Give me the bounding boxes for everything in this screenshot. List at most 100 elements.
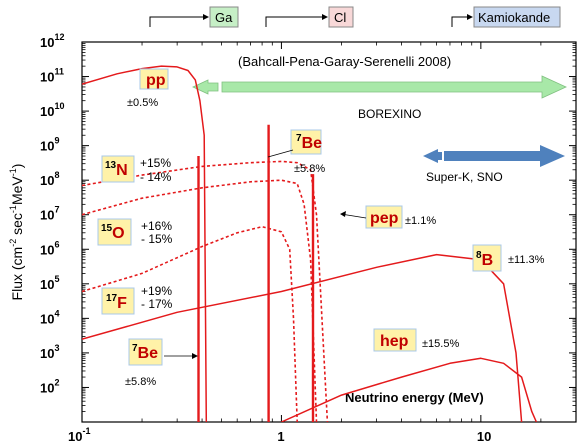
label-be7-low-box [128,338,163,366]
detector-cl-box [328,6,354,28]
y-tick-base: 10 [40,173,54,188]
series-line [82,65,208,422]
superk-arrow-right [444,145,565,167]
label-be7-low: 7Be ±5.8% [125,338,198,388]
y-tick-exp: 2 [54,377,59,387]
series-line [281,357,538,422]
y-tick-label: 104 [40,308,59,326]
label-o15-uncert-down: - 15% [141,232,173,246]
label-f17-text: 17F [106,293,127,312]
label-be7-line-box [290,129,322,155]
label-b8: 8B ±11.3% [472,244,545,272]
y-tick-label: 105 [40,274,59,292]
arrowhead [203,14,209,20]
y-tick-label: 102 [40,377,59,395]
y-tick-exp: 8 [54,170,59,180]
x-axis-label: Neutrino energy (MeV) [345,390,484,405]
y-tick-base: 10 [40,346,54,361]
y-tick-exp: 7 [54,205,59,215]
y-tick-exp: 10 [54,101,64,111]
label-n13-name: N [116,162,128,179]
label-n13-text: 13N [105,160,128,179]
x-tick-base: 1 [277,429,284,444]
borexino-arrow: BOREXINO [192,75,567,121]
y-tick-base: 10 [40,311,54,326]
y-tick-exp: 3 [54,343,59,353]
label-pep-box [365,205,403,229]
y-tick-label: 107 [40,205,59,223]
y-tick-base: 10 [40,70,54,85]
label-be7-low-uncert: ±5.8% [125,376,156,388]
x-tick-exp: -1 [82,426,90,436]
y-tick-label: 1010 [40,101,64,119]
y-tick-exp: 12 [54,32,64,42]
series-line [82,253,523,422]
label-hep: hep ±15.5% [373,328,459,352]
label-f17-uncert-down: - 17% [141,297,173,311]
arrowhead [340,211,346,217]
y-tick-label: 1012 [40,32,64,50]
flux-labels: pp ±0.5% 7Be ±5.8% 13N +15% - 14% 15O +1… [97,68,545,388]
label-b8-box [472,244,502,272]
label-pp: pp ±0.5% [127,68,169,109]
y-axis-label-part: -2 [8,239,18,247]
detector-kamiokande-bracket [451,16,472,27]
label-hep-box [373,328,417,352]
label-hep-text: hep [380,333,409,350]
label-o15: 15O +16% - 15% [97,218,173,246]
borexino-arrow-right [221,75,567,99]
label-pp-box [139,68,169,90]
chart-title: (Bahcall-Pena-Garay-Serenelli 2008) [238,54,451,69]
x-tick-label: 1 [277,429,284,444]
label-o15-box [97,218,132,246]
y-tick-exp: 4 [54,308,59,318]
detector-cl-label: Cl [334,10,346,25]
label-b8-name: B [482,252,494,269]
label-o15-sup: 15 [101,223,113,234]
plot-area [81,41,577,423]
x-tick-label: 10-1 [68,426,90,444]
detector-cl-bracket [265,16,327,27]
y-tick-base: 10 [40,277,54,292]
detector-kamiokande-label: Kamiokande [478,10,550,25]
label-f17-name: F [117,295,127,312]
y-axis-label-part: Flux (cm [9,247,25,301]
series-line [82,179,318,422]
label-be7-line-name: Be [302,135,323,152]
x-tick-base: 10 [68,429,82,444]
superk-label: Super-K, SNO [426,170,503,184]
y-tick-exp: 11 [54,67,64,77]
y-tick-exp: 5 [54,274,59,284]
y-tick-base: 10 [40,139,54,154]
y-tick-base: 10 [40,242,54,257]
y-tick-base: 10 [40,380,54,395]
detector-ga: Ga [149,6,239,28]
y-axis-label-part: ) [9,164,25,169]
detector-ga-box [209,6,239,28]
label-n13-uncert-down: - 14% [140,170,172,184]
label-o15-uncert-up: +16% [141,219,172,233]
detector-kamiokande: Kamiokande [451,6,561,28]
superk-arrow-left [423,149,442,163]
label-pep-text: pep [370,210,399,227]
label-f17-sup: 17 [106,293,118,304]
label-hep-uncert: ±15.5% [422,338,459,350]
label-be7-line-pointer [267,149,294,158]
y-tick-exp: 9 [54,136,59,146]
y-tick-label: 106 [40,239,59,257]
series-line [82,225,298,422]
x-tick-label: 10 [477,429,491,444]
y-tick-label: 103 [40,343,59,361]
x-tick-base: 10 [477,429,491,444]
y-axis-label-part: -1 [8,168,18,176]
label-o15-text: 15O [101,223,125,242]
arrowhead [192,353,198,359]
label-pep: pep ±1.1% [340,205,436,229]
label-n13-sup: 13 [105,160,117,171]
y-axis-label-part: sec [9,213,25,239]
y-axis-label-part: -1 [8,205,18,213]
label-be7-low-sup: 7 [132,343,138,354]
label-be7-line-text: 7Be [296,133,322,152]
